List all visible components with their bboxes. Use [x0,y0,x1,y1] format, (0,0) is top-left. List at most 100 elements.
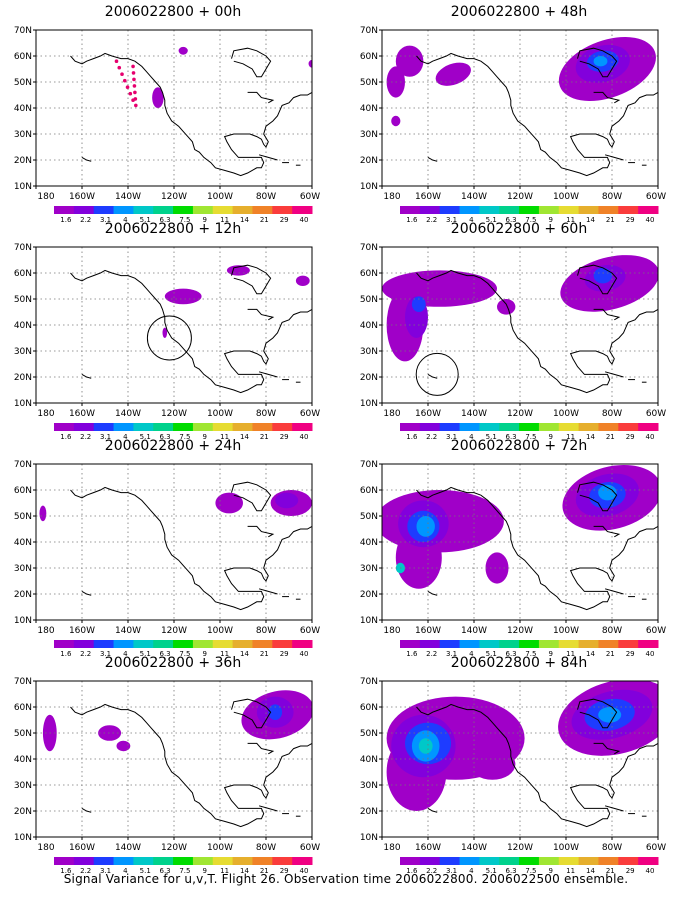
latitude-tick-label: 50N [360,295,378,305]
latitude-tick-label: 60N [14,269,32,279]
great-lakes-outline [247,742,275,755]
colorbar-label: 29 [626,867,635,875]
map-svg: 70N 60N 50N 40N 30N 20N 10N 180 160W 140W 120W 100W… [14,243,320,441]
colorbar-swatch [252,640,273,648]
latitude-tick-label: 70N [360,243,378,253]
colorbar-swatch [133,423,154,431]
colorbar-label: 1.6 [406,867,418,875]
colorbar-label: 7.5 [179,650,190,658]
signal-variance-contour [395,45,424,77]
dropsonde-observation-marker [131,71,136,75]
colorbar-swatch [252,206,273,214]
longitude-tick-label: 100W [553,192,579,202]
colorbar-swatch [54,857,75,865]
colorbar-swatch [54,206,75,214]
colorbar-label: 14 [240,433,249,441]
colorbar-label: 21 [606,867,615,875]
latitude-tick-label: 20N [14,373,32,383]
map-svg: 70N 60N 50N 40N 30N 20N 10N 180 160W 140W 120W 100W… [14,460,320,658]
longitude-tick-label: 60W [646,626,666,636]
colorbar-label: 11 [220,867,229,875]
signal-variance-field [36,247,312,403]
longitude-tick-label: 100W [207,409,233,419]
latitude-tick-label: 40N [360,321,378,331]
colorbar-swatch [212,640,234,648]
colorbar-swatch [499,423,520,431]
map-panel: 70N 60N 50N 40N 30N 20N 10N 180 160W 140W 120W 100W… [0,217,346,442]
colorbar-swatch [54,640,75,648]
colorbar-label: 5.1 [486,216,497,224]
colorbar-swatch [439,206,461,214]
colorbar-swatch [192,423,214,431]
colorbar-swatch [153,206,174,214]
colorbar-label: 40 [300,433,309,441]
colorbar-swatch [419,423,441,431]
latitude-tick-label: 40N [14,755,32,765]
colorbar-swatch [212,857,234,865]
colorbar-label: 2.2 [80,216,91,224]
colorbar-label: 40 [646,433,655,441]
colorbar-swatch [232,857,253,865]
panel-title: 2006022800 + 84h [450,655,588,671]
colorbar-label: 7.5 [179,433,190,441]
colorbar-swatch [73,423,95,431]
latitude-tick-label: 10N [14,616,32,626]
colorbar-label: 5.1 [140,650,151,658]
latitude-tick-label: 70N [14,460,32,470]
longitude-tick-label: 140W [115,843,141,853]
longitude-tick-label: 140W [461,192,487,202]
colorbar-label: 11 [220,650,229,658]
colorbar-label: 40 [300,867,309,875]
panel-title: 2006022800 + 36h [104,655,242,671]
dropsonde-observation-marker [132,84,137,88]
colorbar-swatch [638,857,659,865]
latitude-tick-label: 20N [14,590,32,600]
colorbar-swatch [400,423,421,431]
colorbar-label: 14 [586,650,595,658]
caribbean-islands [604,805,624,812]
caribbean-islands [604,154,624,161]
colorbar-label: 9 [549,433,553,441]
colorbar-swatch [419,857,441,865]
colorbar-label: 14 [240,216,249,224]
latitude-tick-label: 60N [14,486,32,496]
colorbar-swatch [153,857,174,865]
colorbar-label: 11 [566,216,575,224]
panel-title: 2006022800 + 12h [104,221,242,237]
colorbar-swatch [538,423,560,431]
map-svg: 70N 60N 50N 40N 30N 20N 10N 180 160W 140W 120W 100W… [360,460,666,658]
latitude-tick-label: 60N [14,703,32,713]
colorbar-swatch [292,423,313,431]
panel-title: 2006022800 + 24h [104,438,242,454]
colorbar-swatch [499,640,520,648]
longitude-tick-label: 180 [37,626,54,636]
longitude-tick-label: 140W [461,843,487,853]
latitude-tick-label: 20N [14,807,32,817]
map-panel: 70N 60N 50N 40N 30N 20N 10N 180 160W 140W 120W 100W… [346,217,692,442]
map-panel: 70N 60N 50N 40N 30N 20N 10N 180 160W 140W 120W 100W… [0,0,346,225]
colorbar-label: 21 [606,433,615,441]
colorbar-swatch [499,857,520,865]
colorbar-label: 9 [549,867,553,875]
colorbar-swatch [192,857,214,865]
longitude-tick-label: 60W [646,409,666,419]
signal-variance-contour [295,275,310,286]
longitude-tick-label: 160W [415,409,441,419]
colorbar-swatch [598,206,619,214]
coastline [416,703,658,828]
latitude-tick-label: 70N [14,243,32,253]
colorbar-swatch [538,640,560,648]
hudson-bay-coastline [231,264,272,295]
colorbar-swatch [292,206,313,214]
colorbar-swatch [173,206,194,214]
colorbar-swatch [459,640,480,648]
colorbar-label: 11 [220,216,229,224]
latitude-tick-label: 30N [14,130,32,140]
colorbar-label: 21 [260,867,269,875]
latitude-tick-label: 10N [360,616,378,626]
coastline [416,486,658,611]
colorbar-label: 5.1 [486,650,497,658]
colorbar-label: 11 [566,650,575,658]
colorbar-label: 3.1 [446,650,457,658]
latitude-tick-label: 70N [14,677,32,687]
